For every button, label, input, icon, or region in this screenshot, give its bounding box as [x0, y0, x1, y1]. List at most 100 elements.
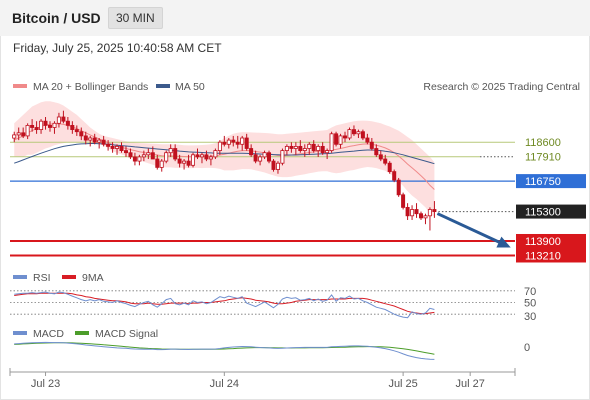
candle-body-down: [124, 150, 129, 154]
candle-body-up: [146, 152, 151, 156]
candle-body-up: [115, 145, 120, 149]
rsi-legend-swatch: [13, 275, 27, 279]
candle: [141, 150, 146, 162]
last-price-tag: 115300: [525, 207, 561, 219]
candle-body-up: [190, 154, 195, 166]
title-bar: Bitcoin / USD 30 MIN: [0, 0, 590, 36]
candle-body-up: [25, 125, 30, 137]
time-tick-label: Jul 25: [388, 378, 417, 390]
candle-body-down: [392, 171, 397, 181]
candle-body-down: [244, 137, 249, 149]
time-tick-label: Jul 23: [31, 378, 60, 390]
candle: [25, 123, 30, 140]
candle: [155, 154, 160, 170]
candle-body-up: [208, 156, 213, 160]
candle-body-down: [351, 129, 356, 135]
rsi-level-label: 70: [524, 286, 536, 298]
candle-body-down: [195, 154, 200, 158]
rsi-ma-line: [14, 292, 435, 315]
candle: [222, 135, 227, 147]
candle-body-up: [284, 145, 289, 151]
resistance-1-tag: 117910: [525, 152, 561, 164]
candle: [56, 112, 61, 128]
candle: [164, 150, 169, 164]
macd-legend-label: MACD: [33, 328, 64, 340]
candle: [253, 150, 258, 164]
rsi-legend: RSI 9MA: [13, 272, 104, 284]
candle: [217, 140, 222, 155]
candle: [249, 144, 254, 157]
candle: [79, 127, 84, 141]
instrument-title: Bitcoin / USD: [12, 10, 101, 26]
timeframe-button[interactable]: 30 MIN: [108, 7, 163, 29]
candle: [427, 207, 432, 231]
candle: [365, 133, 370, 145]
pivot-tag: 116750: [525, 176, 561, 188]
candle-body-down: [173, 148, 178, 160]
macd-legend: MACD MACD Signal: [13, 328, 158, 340]
candle: [338, 133, 343, 149]
candle-body-down: [74, 129, 79, 133]
candle-body-up: [240, 137, 245, 145]
last-price-tag-box: [516, 204, 586, 219]
candle-body-up: [213, 150, 218, 158]
candle: [334, 131, 339, 147]
candle-body-down: [186, 160, 191, 166]
candle: [396, 177, 401, 197]
candle-body-up: [217, 141, 222, 151]
candle: [231, 135, 236, 147]
candle: [128, 148, 133, 160]
ma50-legend-swatch: [156, 84, 170, 88]
candle: [213, 148, 218, 160]
candle-body-up: [258, 156, 263, 162]
candle: [356, 129, 361, 139]
candle-body-down: [369, 141, 374, 149]
candle: [258, 154, 263, 166]
macd-line: [14, 341, 435, 360]
candle-body-up: [293, 145, 298, 149]
candle-body-up: [97, 139, 102, 143]
candle-body-down: [65, 120, 70, 126]
ma50-line: [14, 143, 435, 165]
candles[interactable]: [12, 110, 437, 231]
candle-body-down: [155, 158, 160, 168]
candle-body-down: [132, 156, 137, 162]
candle-body-down: [378, 154, 383, 160]
candle-body-down: [235, 141, 240, 145]
resistance-2-tag: 118600: [525, 137, 561, 149]
candle: [52, 121, 57, 134]
macd-signal-legend-swatch: [75, 331, 89, 335]
candle-body-up: [356, 131, 361, 135]
candle-body-down: [204, 154, 209, 160]
candle: [159, 159, 164, 172]
candle: [293, 142, 298, 155]
time-tick-label: Jul 27: [455, 378, 484, 390]
candle: [199, 152, 204, 164]
candle: [316, 144, 321, 157]
candle: [410, 205, 415, 220]
candle-body-up: [280, 150, 285, 164]
ma20-legend-label: MA 20 + Bollinger Bands: [33, 81, 148, 93]
candle: [418, 211, 423, 220]
candle: [168, 144, 173, 157]
candle-body-down: [34, 127, 39, 130]
candle-body-down: [405, 206, 410, 217]
candle: [106, 140, 111, 151]
candle: [275, 161, 280, 174]
candle-body-up: [423, 215, 428, 219]
candle: [262, 150, 267, 160]
candle-body-down: [70, 125, 75, 131]
candle-body-up: [56, 116, 61, 124]
candle: [43, 117, 48, 130]
candle: [146, 148, 151, 160]
candle: [284, 144, 289, 155]
candle-body-down: [110, 145, 115, 149]
candle-body-up: [141, 154, 146, 158]
candle: [244, 133, 249, 151]
candle: [124, 146, 129, 157]
candle: [360, 129, 365, 141]
candle: [195, 148, 200, 160]
candle: [39, 119, 44, 134]
macd-signal-line: [14, 342, 435, 355]
